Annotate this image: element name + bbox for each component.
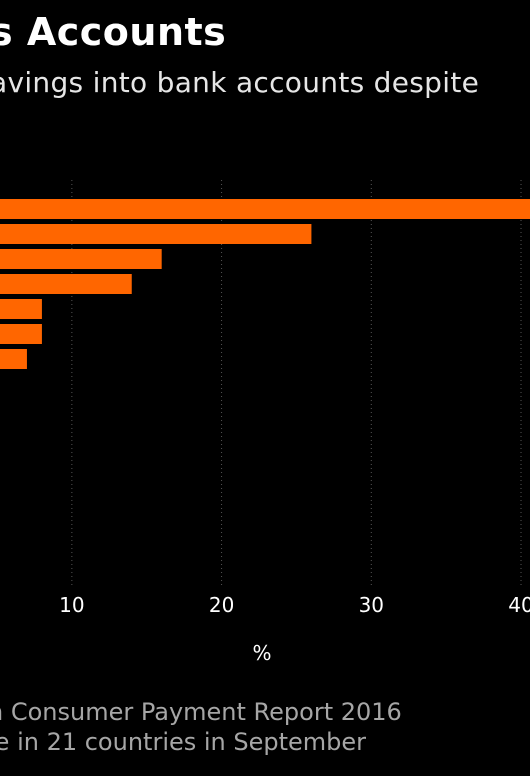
x-tick-labels: 10 20 30 40 <box>59 593 530 617</box>
bar-4 <box>0 274 132 294</box>
chart-title: s Accounts <box>0 10 227 54</box>
source-line-2: le in 21 countries in September <box>0 728 367 756</box>
x-tick-40: 40 <box>508 593 530 617</box>
source-note: n Consumer Payment Report 2016 le in 21 … <box>0 697 402 757</box>
bar-6 <box>0 324 42 344</box>
bar-1 <box>0 199 530 219</box>
x-tick-20: 20 <box>209 593 234 617</box>
bar-7 <box>0 349 27 369</box>
bar-5 <box>0 299 42 319</box>
bar-3 <box>0 249 162 269</box>
bar-chart: 10 20 30 40 % <box>0 180 530 665</box>
x-tick-10: 10 <box>59 593 84 617</box>
bar-2 <box>0 224 312 244</box>
bars <box>0 199 530 369</box>
source-line-1: n Consumer Payment Report 2016 <box>0 698 402 726</box>
x-tick-30: 30 <box>359 593 384 617</box>
chart-subtitle: avings into bank accounts despite <box>0 66 480 99</box>
x-axis-label: % <box>252 641 271 665</box>
